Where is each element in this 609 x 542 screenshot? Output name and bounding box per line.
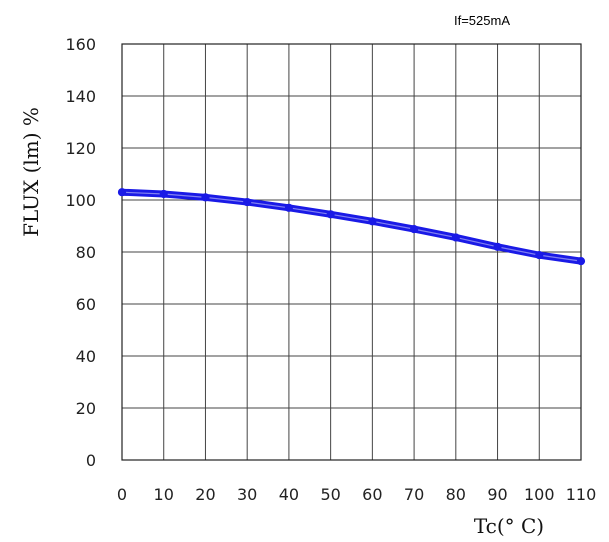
data-point-0-5 bbox=[326, 210, 335, 219]
y-tick-label-1: 20 bbox=[76, 399, 96, 418]
series-line-highlight-0 bbox=[121, 191, 582, 262]
y-tick-label-0: 0 bbox=[86, 451, 96, 470]
data-point-0-10 bbox=[535, 251, 544, 260]
x-tick-label-11: 110 bbox=[566, 485, 597, 504]
y-tick-label-5: 100 bbox=[65, 191, 96, 210]
data-point-0-0 bbox=[117, 188, 127, 197]
data-point-0-2 bbox=[201, 193, 210, 202]
series-line-0 bbox=[118, 188, 585, 265]
y-tick-label-2: 40 bbox=[76, 347, 96, 366]
x-tick-label-8: 80 bbox=[446, 485, 466, 504]
plot-frame bbox=[121, 43, 582, 461]
data-point-0-6 bbox=[368, 217, 377, 226]
current-annotation: If=525mA bbox=[454, 13, 510, 28]
x-tick-labels: 0 10 20 30 40 50 60 70 80 90 100 110 bbox=[117, 485, 596, 504]
y-tick-labels: 0 20 40 60 80 100 120 140 160 bbox=[65, 35, 96, 470]
y-axis-title: FLUX (lm) % bbox=[19, 107, 43, 237]
x-tick-label-0: 0 bbox=[117, 485, 127, 504]
x-axis-title: Tc(° C) bbox=[474, 514, 544, 538]
series-layer bbox=[117, 188, 586, 266]
data-point-0-9 bbox=[493, 242, 502, 251]
y-tick-label-4: 80 bbox=[76, 243, 96, 262]
data-point-0-7 bbox=[409, 225, 419, 234]
x-tick-label-7: 70 bbox=[404, 485, 424, 504]
x-tick-label-5: 50 bbox=[320, 485, 340, 504]
x-tick-label-3: 30 bbox=[237, 485, 257, 504]
y-tick-label-6: 120 bbox=[65, 139, 96, 158]
data-point-0-3 bbox=[243, 197, 252, 207]
x-tick-label-2: 20 bbox=[195, 485, 215, 504]
y-tick-label-8: 160 bbox=[65, 35, 96, 54]
x-tick-label-1: 10 bbox=[154, 485, 174, 504]
data-point-0-8 bbox=[451, 233, 460, 242]
x-tick-label-9: 90 bbox=[487, 485, 507, 504]
x-tick-label-6: 60 bbox=[362, 485, 382, 504]
y-tick-label-7: 140 bbox=[65, 87, 96, 106]
y-tick-label-3: 60 bbox=[76, 295, 96, 314]
data-point-0-4 bbox=[284, 203, 294, 212]
x-tick-label-10: 100 bbox=[524, 485, 555, 504]
data-point-0-1 bbox=[159, 189, 168, 199]
data-point-0-11 bbox=[576, 256, 586, 266]
x-tick-label-4: 40 bbox=[279, 485, 299, 504]
